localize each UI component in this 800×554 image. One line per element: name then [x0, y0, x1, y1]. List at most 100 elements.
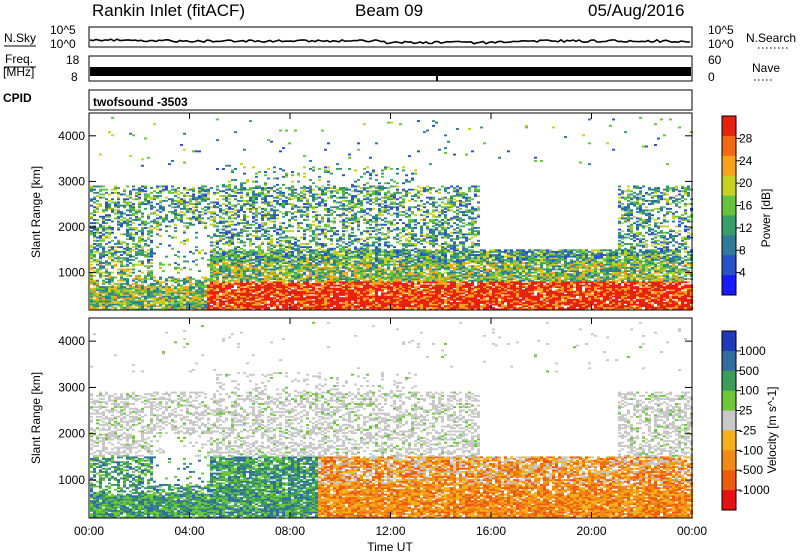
- power-cell: [222, 250, 225, 253]
- power-cell: [351, 215, 354, 218]
- power-cell: [333, 255, 336, 258]
- power-cell: [255, 292, 258, 295]
- power-cell: [252, 270, 255, 272]
- power-cell: [387, 250, 390, 253]
- power-cell: [351, 243, 354, 245]
- power-cell: [369, 190, 372, 193]
- power-cell: [282, 278, 285, 280]
- power-cell: [282, 268, 285, 271]
- power-cell: [318, 262, 321, 264]
- power-cell: [384, 241, 387, 244]
- power-cell: [135, 219, 138, 221]
- power-cell: [189, 289, 192, 292]
- power-cell: [252, 286, 255, 288]
- power-cell: [240, 295, 243, 298]
- power-cell: [186, 222, 189, 225]
- power-cell: [357, 190, 360, 193]
- power-cell: [186, 225, 189, 228]
- power-cell: [354, 286, 357, 288]
- power-cell: [186, 294, 189, 296]
- power-cell: [150, 303, 153, 306]
- power-cell: [330, 172, 333, 175]
- power-cell: [90, 294, 93, 296]
- power-cell: [126, 246, 129, 249]
- power-cell: [282, 236, 285, 239]
- power-cell: [309, 160, 312, 162]
- power-cell: [159, 215, 162, 218]
- power-cell: [183, 207, 186, 210]
- power-cell: [216, 257, 219, 260]
- power-cell: [90, 266, 93, 269]
- power-cell: [351, 297, 354, 300]
- power-cell: [168, 204, 171, 207]
- power-cell: [222, 198, 225, 201]
- power-cell: [150, 306, 153, 309]
- power-cell: [219, 228, 222, 231]
- power-cell: [168, 298, 171, 301]
- power-cell: [165, 230, 168, 233]
- power-cell: [378, 228, 381, 231]
- power-cell: [255, 286, 258, 288]
- power-cell: [138, 188, 141, 191]
- power-cell: [339, 215, 342, 218]
- power-cell: [336, 300, 339, 303]
- power-cell: [267, 241, 270, 244]
- power-cell: [315, 306, 318, 309]
- power-cell: [312, 196, 315, 199]
- cpid-frame: [88, 89, 693, 111]
- power-cell: [177, 303, 180, 306]
- power-cell: [294, 195, 297, 197]
- power-cell: [198, 196, 201, 199]
- power-cell: [90, 276, 93, 279]
- power-cell: [150, 201, 153, 204]
- power-cell: [240, 206, 243, 209]
- power-cell: [165, 214, 168, 217]
- power-cell: [99, 302, 102, 304]
- power-cell: [144, 137, 147, 140]
- power-cell: [123, 270, 126, 272]
- power-cell: [177, 278, 180, 280]
- power-cell: [264, 238, 267, 241]
- power-cell: [135, 195, 138, 197]
- power-cell: [93, 235, 96, 237]
- power-cell: [222, 306, 225, 309]
- power-cell: [90, 249, 93, 252]
- power-cell: [321, 268, 324, 271]
- power-cell: [336, 302, 339, 304]
- power-cell: [285, 302, 288, 304]
- power-cell: [237, 231, 240, 234]
- power-cell: [174, 254, 177, 256]
- power-cell: [126, 220, 129, 223]
- power-cell: [201, 188, 204, 191]
- power-cell: [153, 284, 156, 287]
- power-cell: [369, 236, 372, 239]
- power-cell: [309, 179, 312, 181]
- power-cell: [216, 239, 219, 242]
- power-cell: [357, 198, 360, 201]
- power-cell: [348, 225, 351, 228]
- power-cell: [120, 262, 123, 264]
- power-cell: [195, 201, 198, 204]
- power-cell: [123, 247, 126, 250]
- power-cell: [162, 190, 165, 193]
- power-cell: [246, 302, 249, 304]
- power-cell: [222, 266, 225, 269]
- power-cell: [174, 191, 177, 194]
- power-cell: [354, 289, 357, 292]
- power-cell: [147, 266, 150, 269]
- power-cell: [168, 297, 171, 300]
- power-cell: [369, 203, 372, 205]
- power-cell: [261, 201, 264, 204]
- power-cell: [252, 276, 255, 279]
- power-cell: [279, 286, 282, 288]
- power-cell: [315, 270, 318, 272]
- power-cell: [141, 278, 144, 280]
- power-cell: [228, 231, 231, 234]
- power-cell: [252, 249, 255, 252]
- power-cell: [285, 172, 288, 175]
- power-cell: [234, 274, 237, 277]
- power-cell: [249, 295, 252, 298]
- power-cell: [300, 243, 303, 245]
- power-cell: [300, 198, 303, 201]
- power-cell: [222, 260, 225, 263]
